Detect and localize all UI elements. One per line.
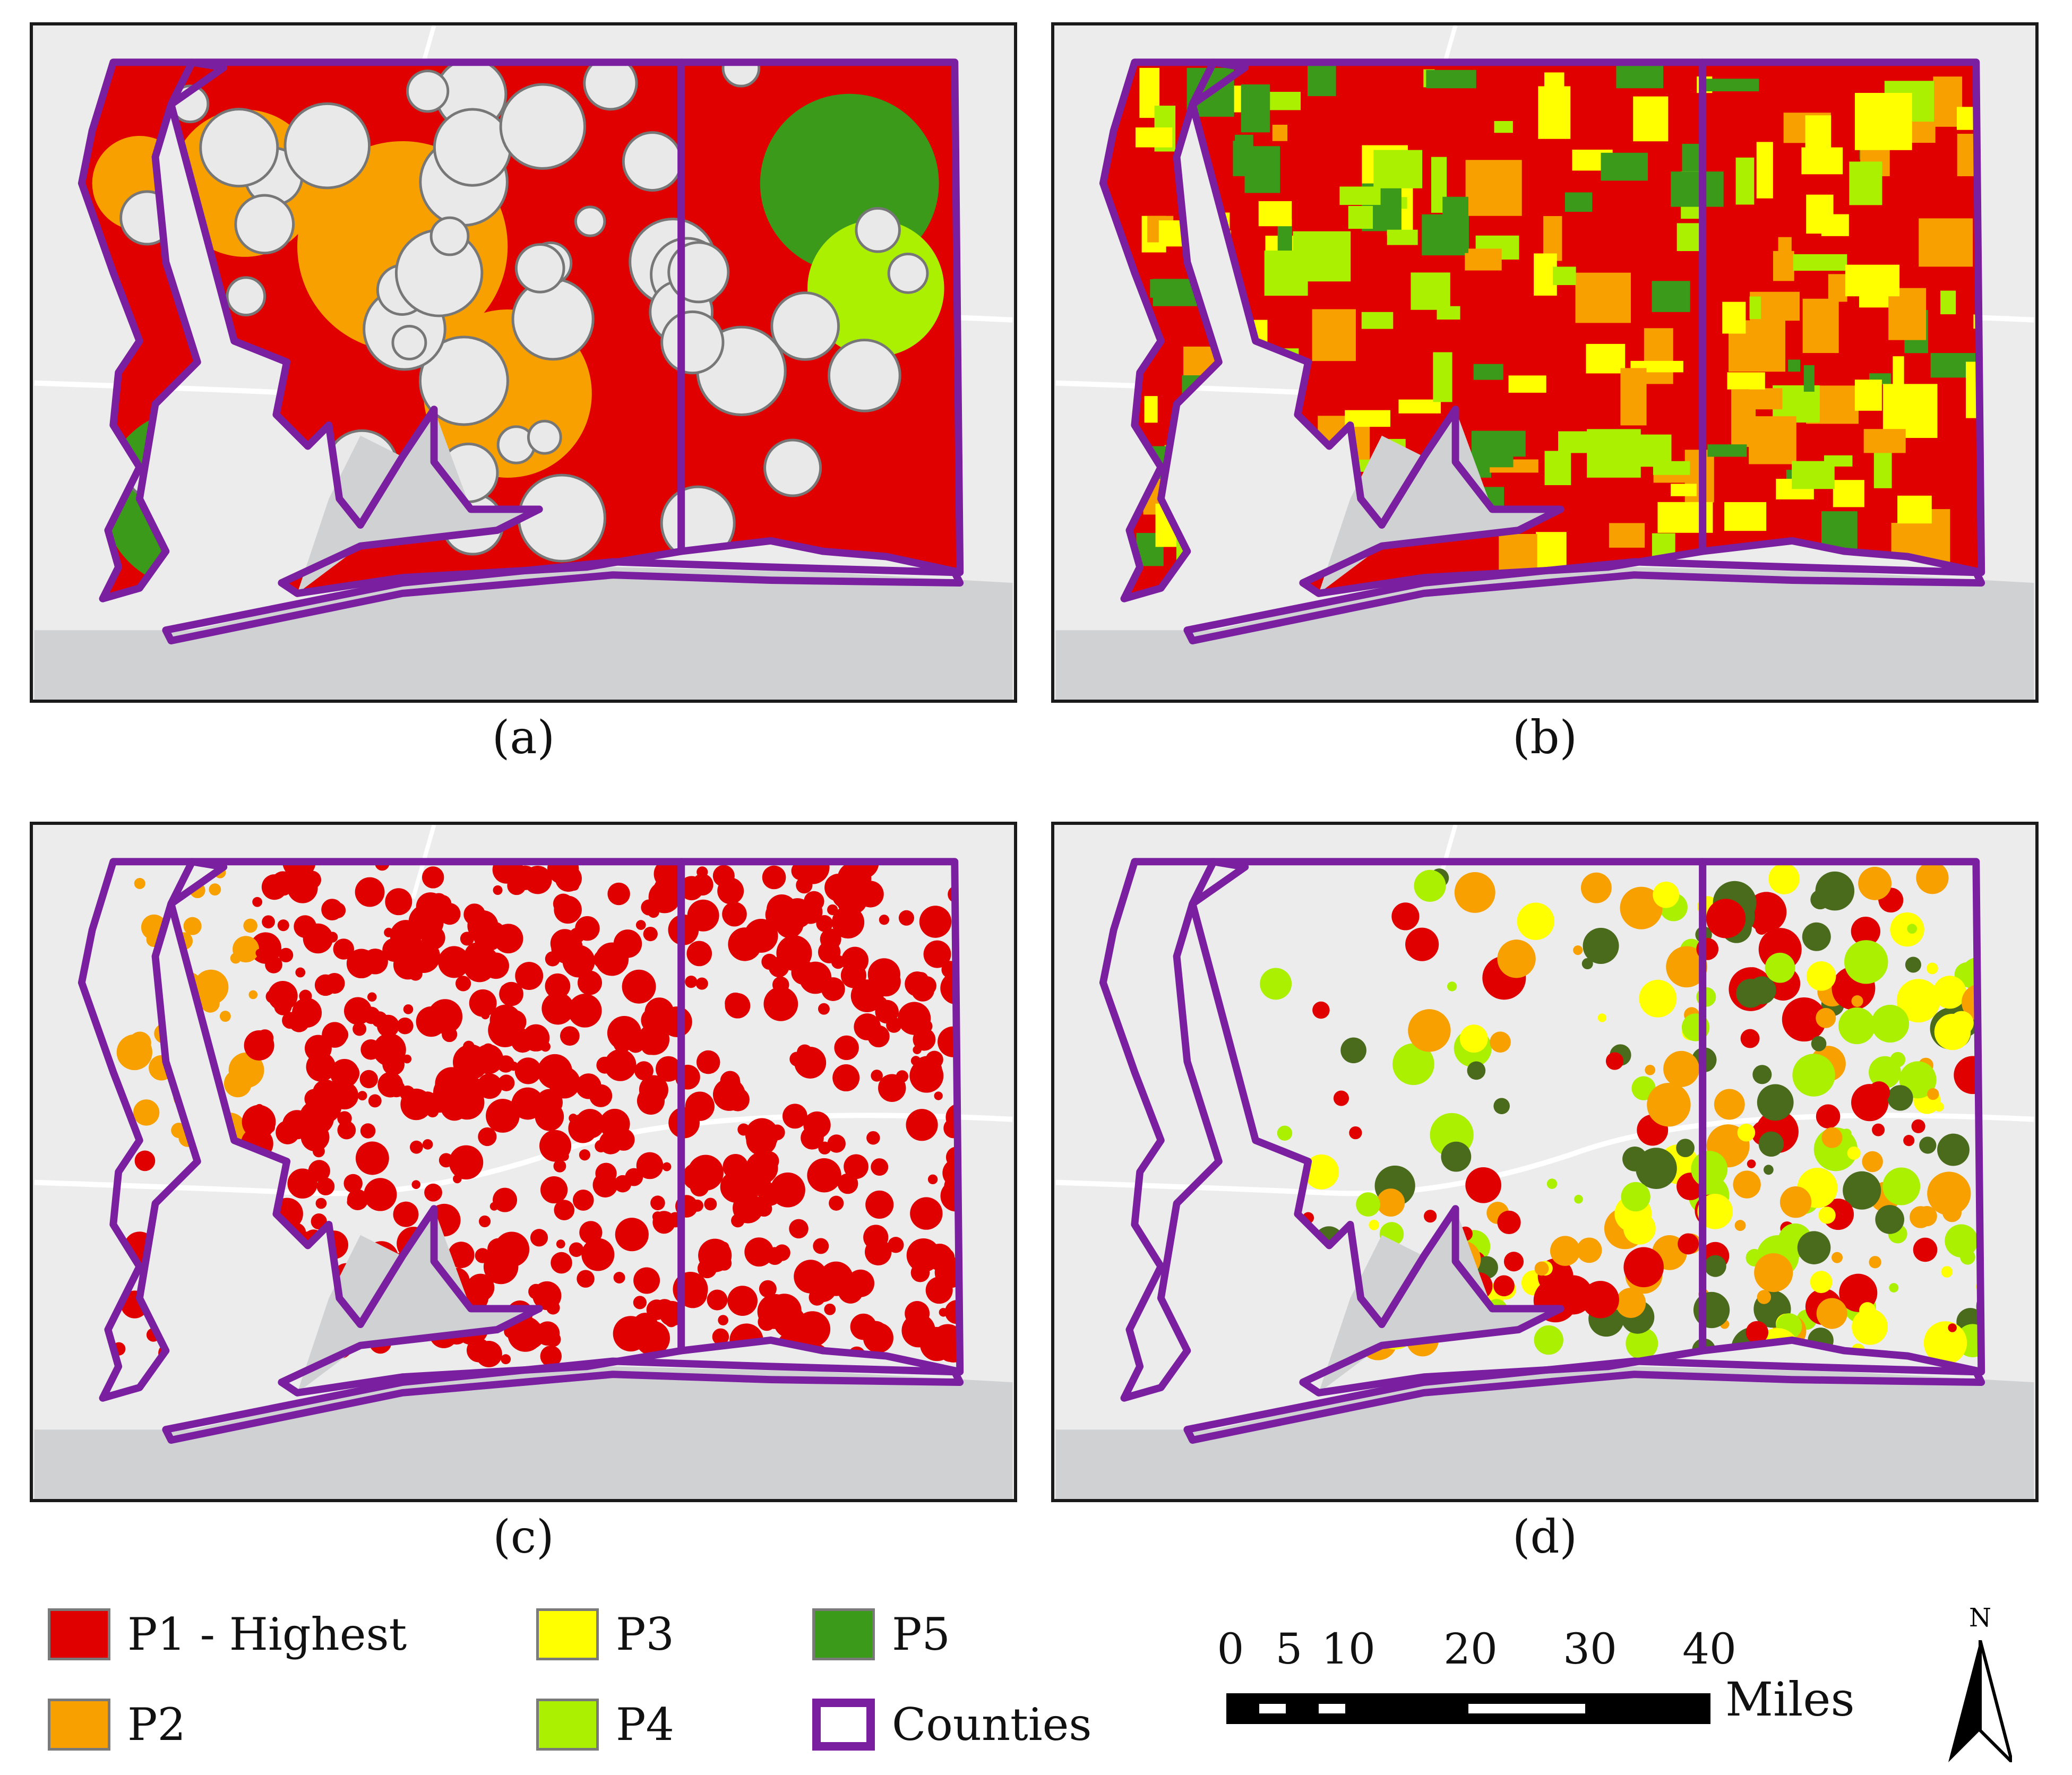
map-c-svg — [34, 825, 1013, 1499]
north-arrow-label: N — [1969, 1603, 1991, 1633]
scale-tick-5: 5 — [1275, 1624, 1303, 1674]
map-panel-a — [30, 22, 1017, 703]
map-b-svg — [1055, 25, 2034, 700]
legend-swatch-p2 — [48, 1699, 110, 1751]
panel-caption-d: (d) — [1512, 1511, 1578, 1564]
map-panel-b — [1051, 22, 2039, 703]
legend-swatch-p4 — [536, 1699, 599, 1751]
scale-tick-0: 0 — [1217, 1624, 1244, 1674]
county-boundary — [1183, 558, 1985, 644]
county-boundary — [1099, 858, 1249, 1402]
gulf-water — [1055, 567, 2034, 700]
legend-item-p4: P4 — [536, 1699, 674, 1751]
county-boundary — [677, 58, 964, 576]
gulf-water — [1055, 1366, 2034, 1499]
legend-swatch-p3 — [536, 1608, 599, 1660]
scale-tick-10: 10 — [1321, 1624, 1375, 1674]
legend-item-p1: P1 - Highest — [48, 1608, 407, 1660]
county-boundary — [1699, 858, 1985, 1376]
county-boundary — [162, 1357, 964, 1444]
scale-tick-20: 20 — [1443, 1624, 1498, 1674]
legend-item-p2: P2 — [48, 1699, 186, 1751]
panel-caption-c: (c) — [493, 1511, 554, 1564]
legend-item-counties: Counties — [812, 1699, 1091, 1751]
county-boundary — [78, 858, 228, 1402]
scale-bar-graphic — [1226, 1693, 1710, 1724]
legend-label-p2: P2 — [127, 1699, 186, 1751]
county-boundary — [1699, 58, 1985, 576]
legend-label-p1: P1 - Highest — [127, 1608, 407, 1660]
county-boundary — [78, 58, 228, 602]
panel-caption-a: (a) — [492, 711, 555, 764]
legend-label-counties: Counties — [892, 1699, 1092, 1751]
county-boundary — [1183, 1357, 1985, 1444]
scale-seg-2 — [1319, 1704, 1345, 1713]
priority-cells — [1259, 861, 1982, 1372]
panel-caption-b: (b) — [1512, 711, 1578, 764]
map-panel-c — [30, 822, 1017, 1502]
scale-tick-40: 40 — [1682, 1624, 1736, 1674]
scale-unit-label: Miles — [1725, 1672, 1855, 1727]
legend-swatch-p5 — [812, 1608, 875, 1660]
legend-swatch-counties — [812, 1699, 875, 1751]
legend-item-p5: P5 — [812, 1608, 950, 1660]
legend-label-p3: P3 — [616, 1608, 674, 1660]
legend-swatch-p1 — [48, 1608, 110, 1660]
county-boundary — [162, 558, 964, 644]
map-panel-d — [1051, 822, 2039, 1502]
gulf-water — [34, 1366, 1013, 1499]
north-arrow: N — [1943, 1603, 2017, 1762]
scale-seg-3 — [1468, 1704, 1585, 1713]
legend-label-p4: P4 — [616, 1699, 674, 1751]
gulf-water — [34, 567, 1013, 700]
county-boundary — [1099, 58, 1249, 602]
scale-tick-30: 30 — [1563, 1624, 1617, 1674]
map-d-svg — [1055, 825, 2034, 1499]
scale-bar: 0 5 10 20 30 40 Miles — [1217, 1624, 1858, 1762]
north-arrow-icon — [1948, 1640, 2012, 1762]
map-a-svg — [34, 25, 1013, 700]
priority-cells — [105, 861, 960, 1375]
legend-label-p5: P5 — [892, 1608, 950, 1660]
scale-seg-1 — [1259, 1704, 1286, 1713]
county-boundary — [677, 858, 964, 1376]
legend-item-p3: P3 — [536, 1608, 674, 1660]
